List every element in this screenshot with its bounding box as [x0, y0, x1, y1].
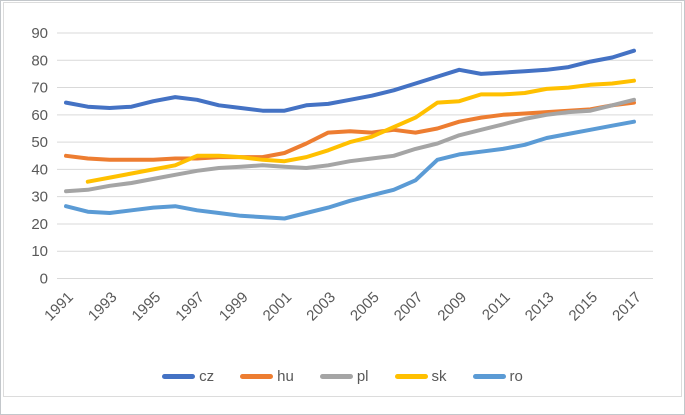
x-axis-tick-label: 2005 — [347, 289, 383, 325]
x-axis-tick-label-group: 2001 — [260, 289, 296, 325]
y-axis-tick-label: 50 — [31, 134, 48, 151]
y-axis-tick-label: 40 — [31, 161, 48, 178]
series-line-ro[interactable] — [64, 119, 636, 221]
y-axis-tick-label: 30 — [31, 189, 48, 206]
x-axis-tick-label: 2001 — [260, 289, 296, 325]
x-axis-tick-label-group: 2017 — [609, 289, 645, 325]
legend-label-hu: hu — [277, 367, 294, 385]
x-axis-tick-label-group: 2009 — [434, 289, 470, 325]
x-axis-tick-label-group: 1999 — [216, 289, 252, 325]
y-axis-tick-label: 10 — [31, 243, 48, 260]
x-axis-tick-label-group: 2011 — [479, 289, 514, 324]
x-axis-tick-label: 1999 — [216, 289, 252, 325]
x-axis-tick-label-group: 1991 — [41, 289, 77, 325]
x-axis-tick-label-group: 2007 — [391, 289, 427, 325]
series-line-pl[interactable] — [64, 97, 636, 194]
x-axis-tick-label: 2003 — [303, 289, 339, 325]
series-line-cz[interactable] — [64, 48, 636, 113]
legend-line-swatch-cz — [162, 373, 196, 379]
legend-line-swatch-pl — [319, 373, 353, 379]
x-axis-tick-label: 2017 — [609, 289, 645, 325]
legend-label-pl: pl — [356, 367, 369, 385]
x-axis-tick-label-group: 1993 — [85, 289, 121, 325]
x-axis-tick-label: 2013 — [522, 289, 558, 325]
x-axis-tick-label: 1997 — [172, 289, 208, 325]
x-axis-tick-label: 2011 — [479, 289, 514, 324]
legend-item-hu[interactable]: hu — [240, 369, 294, 384]
x-axis-tick-label-group: 2003 — [303, 289, 339, 325]
y-axis-tick-label: 60 — [31, 107, 48, 124]
legend-line-swatch-sk — [394, 373, 428, 379]
series-line-hu[interactable] — [64, 100, 636, 162]
legend-item-cz[interactable]: cz — [162, 369, 214, 384]
legend-item-pl[interactable]: pl — [319, 367, 369, 385]
legend-item-ro[interactable]: ro — [472, 367, 523, 385]
y-axis-tick-label: 90 — [31, 25, 48, 42]
x-axis-tick-label: 2015 — [566, 289, 602, 325]
x-axis-tick-label-group: 1995 — [129, 289, 165, 325]
y-axis-tick-label: 0 — [40, 271, 48, 288]
x-axis-tick-label: 1991 — [41, 289, 77, 325]
series-line-sk[interactable] — [85, 78, 636, 184]
x-axis-tick-label: 1993 — [85, 289, 121, 325]
x-axis-tick-label-group: 2013 — [522, 289, 558, 325]
x-axis-tick-label: 2007 — [391, 289, 427, 325]
legend-line-swatch-ro — [472, 373, 506, 379]
legend-item-sk[interactable]: sk — [394, 367, 447, 385]
x-axis-tick-label: 1995 — [129, 289, 165, 325]
legend-label-sk: sk — [431, 367, 447, 385]
y-axis-tick-label: 20 — [31, 216, 48, 233]
x-axis-tick-label: 2009 — [434, 289, 470, 325]
y-axis-tick-label: 80 — [31, 52, 48, 69]
legend-line-swatch-hu — [240, 373, 274, 379]
chart-legend: cz hu pl sk ro — [1, 364, 684, 388]
y-axis-tick-label: 70 — [31, 80, 48, 97]
legend-label-cz: cz — [199, 367, 215, 385]
x-axis-tick-label-group: 2005 — [347, 289, 383, 325]
x-axis-tick-label-group: 1997 — [172, 289, 208, 325]
legend-label-ro: ro — [509, 367, 523, 385]
x-axis-tick-label-group: 2015 — [566, 289, 602, 325]
